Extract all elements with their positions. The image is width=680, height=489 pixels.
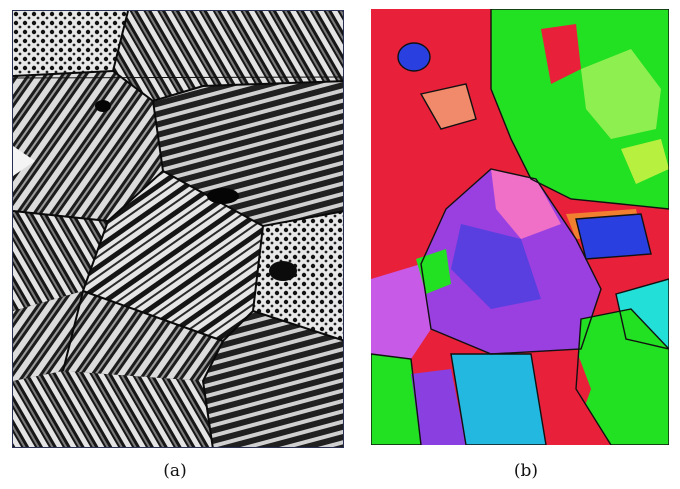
grain xyxy=(451,354,546,445)
grain xyxy=(113,11,343,101)
grain xyxy=(13,71,163,221)
grain xyxy=(541,24,581,84)
grain-boundaries xyxy=(371,9,669,445)
grain xyxy=(203,311,343,447)
grain xyxy=(576,214,651,259)
grain xyxy=(531,349,591,445)
caption-a: (a) xyxy=(163,461,187,481)
grain xyxy=(371,264,431,359)
scan-line xyxy=(13,76,343,79)
grain xyxy=(621,139,669,184)
inclusion xyxy=(269,261,297,281)
grain xyxy=(581,49,661,139)
grain xyxy=(451,224,541,309)
grain xyxy=(398,43,430,71)
grain xyxy=(411,369,466,445)
glare xyxy=(13,146,35,176)
grain xyxy=(253,211,343,341)
inclusion xyxy=(95,100,111,112)
grain-boundaries xyxy=(13,11,343,447)
ebsd-map-panel xyxy=(371,9,669,445)
micrograph-panel xyxy=(12,10,344,448)
grain xyxy=(491,169,561,239)
grain xyxy=(83,171,263,341)
grain xyxy=(13,11,128,76)
grain xyxy=(13,371,213,447)
grain xyxy=(153,81,343,226)
grain xyxy=(371,354,421,445)
ebsd-map-image xyxy=(371,9,669,445)
micrograph-image xyxy=(13,11,343,447)
caption-b: (b) xyxy=(513,461,539,481)
grain xyxy=(416,249,451,294)
inclusion xyxy=(207,188,239,204)
